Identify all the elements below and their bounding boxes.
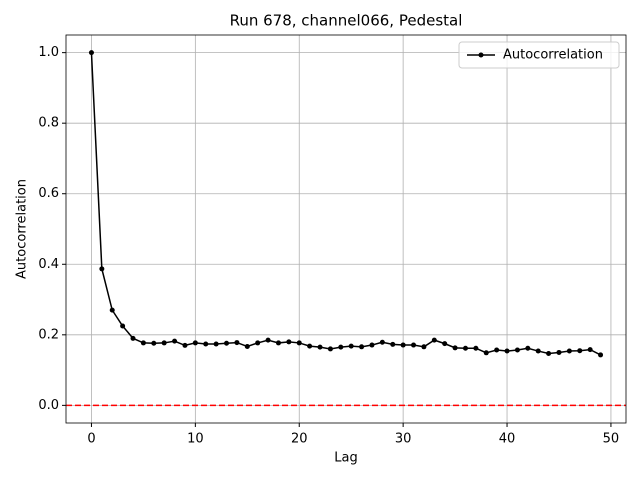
- data-point: [348, 343, 354, 349]
- y-tick-label: 0.8: [38, 116, 59, 131]
- data-point: [598, 352, 604, 358]
- data-point: [462, 345, 468, 351]
- data-point: [203, 341, 209, 347]
- data-point: [525, 345, 531, 351]
- plot-frame: [65, 34, 627, 424]
- data-point: [338, 344, 344, 350]
- data-point: [286, 339, 292, 345]
- data-point: [473, 345, 479, 351]
- data-point: [317, 344, 323, 350]
- data-point: [120, 323, 126, 329]
- data-point: [452, 345, 458, 351]
- data-point: [556, 349, 562, 355]
- x-tick-label: 10: [187, 432, 204, 447]
- data-point: [99, 266, 105, 272]
- y-tick-label: 0.2: [38, 327, 59, 342]
- data-point: [109, 307, 115, 313]
- data-point: [265, 337, 271, 343]
- x-tick-label: 50: [603, 432, 620, 447]
- y-tick-label: 0.6: [38, 186, 59, 201]
- data-point: [151, 340, 157, 346]
- data-point: [514, 347, 520, 353]
- data-point: [504, 348, 510, 354]
- y-tick-label: 0.0: [38, 398, 59, 413]
- data-point: [566, 348, 572, 354]
- data-point: [587, 347, 593, 353]
- data-point: [577, 348, 583, 354]
- data-point: [535, 348, 541, 354]
- data-point: [379, 339, 385, 345]
- data-point: [442, 341, 448, 347]
- legend-label: Autocorrelation: [503, 48, 603, 63]
- x-axis-label: Lag: [334, 451, 357, 466]
- chart-title: Run 678, channel066, Pedestal: [230, 12, 463, 30]
- data-point: [359, 344, 365, 350]
- data-point: [192, 340, 198, 346]
- data-point: [88, 50, 94, 56]
- data-point: [307, 343, 313, 349]
- y-tick-label: 0.4: [38, 257, 59, 272]
- data-point: [327, 346, 333, 352]
- data-point: [275, 340, 281, 346]
- data-point: [400, 342, 406, 348]
- x-tick-label: 0: [87, 432, 95, 447]
- x-tick-label: 20: [291, 432, 308, 447]
- y-axis-label: Autocorrelation: [15, 179, 30, 279]
- data-point: [483, 350, 489, 356]
- data-point: [140, 340, 146, 346]
- data-point: [255, 340, 261, 346]
- data-point: [244, 343, 250, 349]
- data-point: [161, 340, 167, 346]
- data-point: [369, 342, 375, 348]
- x-tick-label: 30: [395, 432, 412, 447]
- data-point: [421, 344, 427, 350]
- data-point: [172, 338, 178, 344]
- data-point: [431, 337, 437, 343]
- data-point: [224, 340, 230, 346]
- data-point: [234, 340, 240, 346]
- legend-box: [458, 41, 620, 69]
- data-point: [130, 335, 136, 341]
- data-point: [546, 351, 552, 357]
- legend-marker: [478, 52, 484, 58]
- data-point: [213, 341, 219, 347]
- data-point: [182, 342, 188, 348]
- data-point: [296, 340, 302, 346]
- data-point: [390, 341, 396, 347]
- x-tick-label: 40: [499, 432, 516, 447]
- data-point: [411, 342, 417, 348]
- data-point: [494, 347, 500, 353]
- y-tick-label: 1.0: [38, 45, 59, 60]
